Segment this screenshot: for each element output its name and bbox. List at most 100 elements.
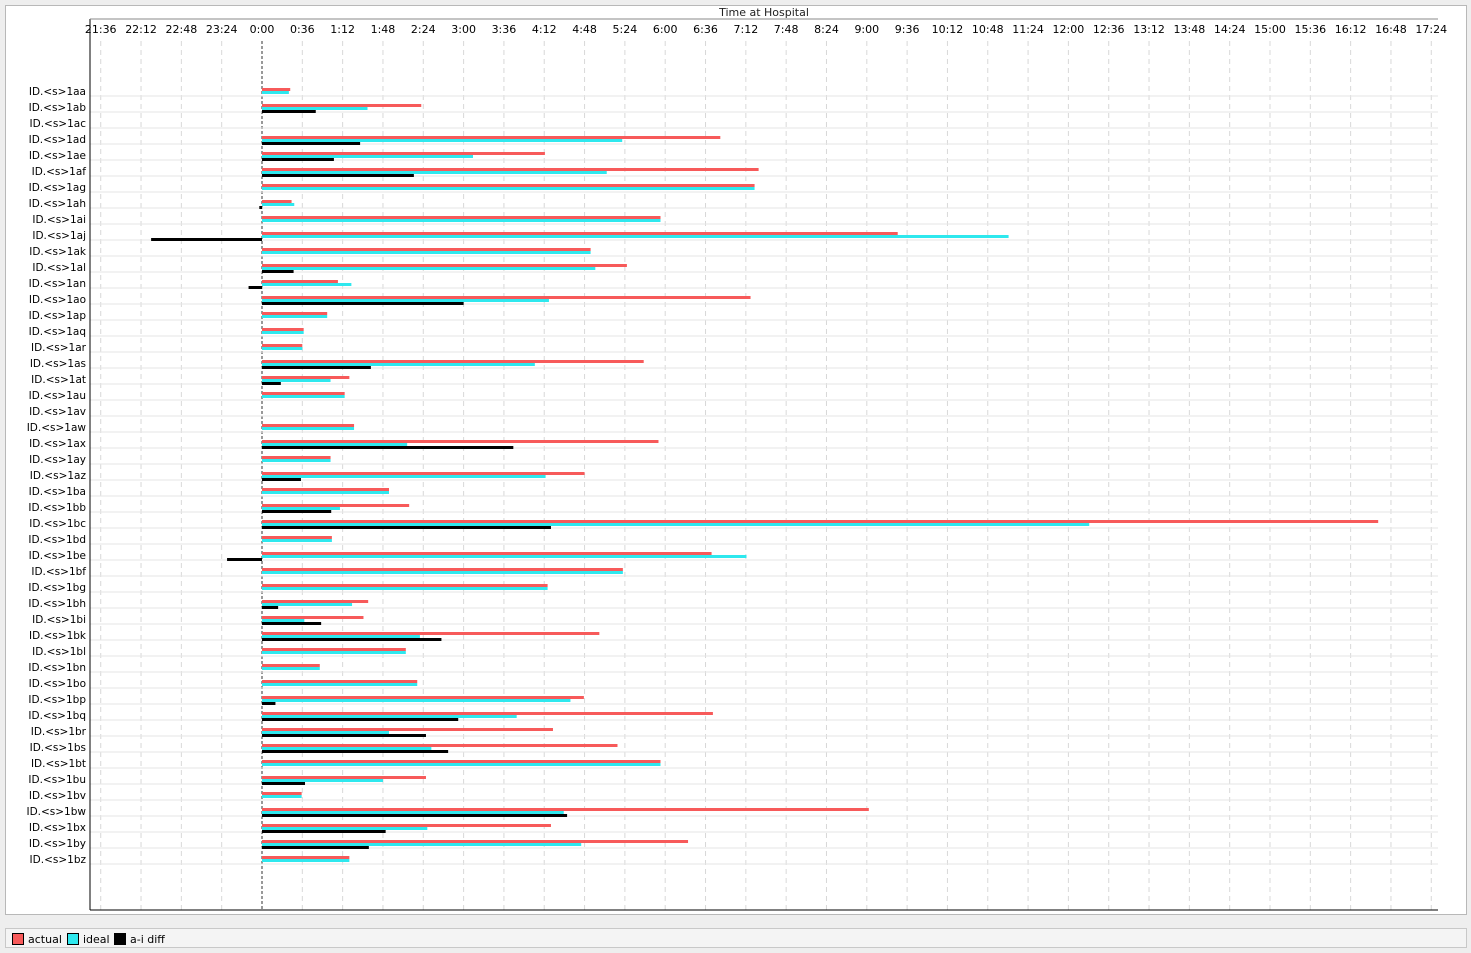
bar-ideal <box>262 811 564 814</box>
x-tick-label: 4:12 <box>532 23 557 36</box>
bar-actual <box>262 840 689 843</box>
bar-ideal <box>262 587 548 590</box>
bar-actual <box>262 744 618 747</box>
bar-actual <box>262 664 320 667</box>
bar-ideal <box>262 507 340 510</box>
legend-item-actual: actual <box>12 932 62 946</box>
x-tick-label: 10:12 <box>932 23 964 36</box>
bar-ideal <box>262 187 755 190</box>
bar-ideal <box>262 443 408 446</box>
bar-actual <box>262 696 584 699</box>
bar-actual <box>262 536 332 539</box>
bar-diff <box>262 382 281 385</box>
x-tick-label: 12:00 <box>1053 23 1085 36</box>
y-tick-label: ID.<s>1au <box>29 390 86 402</box>
bar-ideal <box>262 779 383 782</box>
bar-diff <box>262 814 568 817</box>
y-tick-label: ID.<s>1bf <box>31 566 86 578</box>
bar-diff <box>262 510 332 513</box>
bar-actual <box>262 360 644 363</box>
bar-ideal <box>262 91 289 94</box>
bar-diff <box>248 286 262 289</box>
legend-label-diff: a-i diff <box>130 932 165 946</box>
bar-ideal <box>262 155 474 158</box>
bar-actual <box>262 824 551 827</box>
bar-actual <box>262 488 390 491</box>
x-tick-label: 16:12 <box>1335 23 1367 36</box>
bar-actual <box>262 504 410 507</box>
x-tick-label: 1:48 <box>371 23 396 36</box>
bar-ideal <box>262 299 549 302</box>
bar-actual <box>262 632 600 635</box>
bar-diff <box>262 702 276 705</box>
bar-actual <box>262 568 623 571</box>
y-tick-label: ID.<s>1bo <box>29 678 86 690</box>
bar-ideal <box>262 683 418 686</box>
y-tick-label: ID.<s>1bc <box>29 518 86 530</box>
bar-diff <box>262 782 306 785</box>
bar-diff <box>262 606 279 609</box>
bar-ideal <box>262 395 345 398</box>
bar-actual <box>262 584 548 587</box>
y-tick-label: ID.<s>1ap <box>29 310 87 322</box>
y-tick-label: ID.<s>1bn <box>28 662 86 674</box>
bar-ideal <box>262 283 352 286</box>
y-tick-label: ID.<s>1bg <box>28 582 86 594</box>
bar-ideal <box>262 827 428 830</box>
y-tick-label: ID.<s>1aa <box>29 86 86 98</box>
bar-ideal <box>262 491 390 494</box>
y-tick-label: ID.<s>1ag <box>29 182 86 194</box>
y-tick-label: ID.<s>1br <box>31 726 87 738</box>
bar-diff <box>262 366 371 369</box>
y-tick-label: ID.<s>1ai <box>32 214 86 226</box>
bar-ideal <box>262 667 320 670</box>
x-tick-label: 7:48 <box>774 23 799 36</box>
bar-diff <box>151 238 262 241</box>
bar-ideal <box>262 235 1009 238</box>
bar-ideal <box>262 251 591 254</box>
y-tick-label: ID.<s>1ak <box>29 246 87 258</box>
x-tick-label: 6:36 <box>693 23 718 36</box>
bar-ideal <box>262 331 304 334</box>
legend-label-ideal: ideal <box>83 932 110 946</box>
bar-diff <box>262 718 459 721</box>
bar-actual <box>262 392 345 395</box>
bar-diff <box>262 638 442 641</box>
bar-ideal <box>262 475 546 478</box>
x-tick-label: 22:48 <box>166 23 198 36</box>
y-tick-label: ID.<s>1ax <box>29 438 86 450</box>
bar-actual <box>262 680 418 683</box>
bar-ideal <box>262 267 596 270</box>
bar-ideal <box>262 635 420 638</box>
bar-actual <box>262 792 302 795</box>
x-tick-label: 0:00 <box>250 23 275 36</box>
x-tick-label: 6:00 <box>653 23 678 36</box>
bar-diff <box>262 478 301 481</box>
bar-ideal <box>262 523 1090 526</box>
bar-actual <box>262 760 661 763</box>
legend: actual ideal a-i diff <box>5 928 1467 948</box>
bar-diff <box>259 206 262 209</box>
bar-actual <box>262 184 755 187</box>
bar-actual <box>262 312 328 315</box>
y-tick-label: ID.<s>1bk <box>29 630 87 642</box>
y-tick-label: ID.<s>1bq <box>28 710 86 722</box>
bar-actual <box>262 264 627 267</box>
x-tick-label: 3:00 <box>451 23 476 36</box>
bar-diff <box>227 558 262 561</box>
y-tick-label: ID.<s>1ab <box>29 102 87 114</box>
x-tick-label: 22:12 <box>125 23 157 36</box>
bar-actual <box>262 200 292 203</box>
bar-diff <box>262 734 426 737</box>
y-tick-label: ID.<s>1ae <box>29 150 86 162</box>
y-tick-label: ID.<s>1bu <box>28 774 86 786</box>
y-tick-label: ID.<s>1bh <box>28 598 86 610</box>
x-tick-label: 13:48 <box>1174 23 1206 36</box>
y-tick-label: ID.<s>1av <box>29 406 86 418</box>
x-tick-label: 8:24 <box>814 23 839 36</box>
x-tick-label: 16:48 <box>1375 23 1407 36</box>
bar-actual <box>262 472 585 475</box>
bar-actual <box>262 856 350 859</box>
bar-ideal <box>262 107 368 110</box>
bar-ideal <box>262 171 607 174</box>
